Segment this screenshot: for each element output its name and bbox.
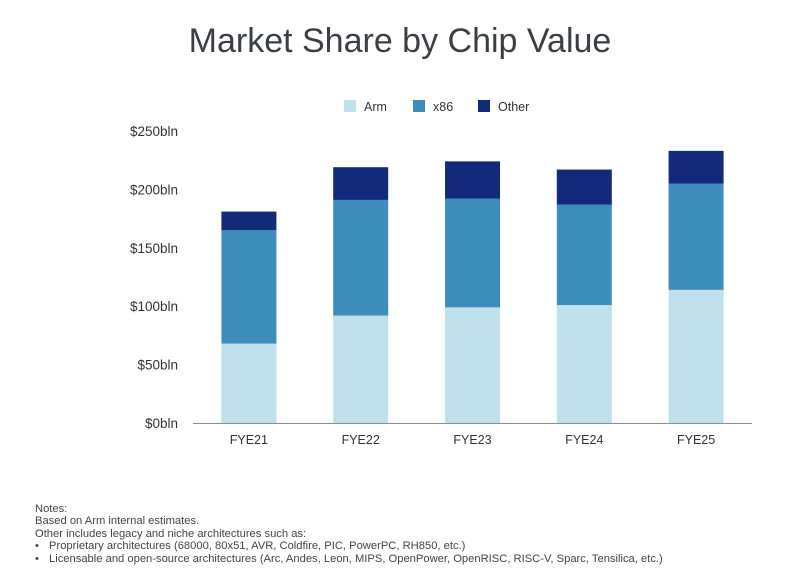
notes-heading: Notes: <box>35 503 68 515</box>
bar-arm-fye25 <box>668 289 724 423</box>
legend-swatch-other <box>478 100 490 112</box>
notes-section: Notes: Based on Arm internal estimates. … <box>35 503 663 565</box>
notes-bullet-text: Licensable and open-source architectures… <box>49 552 663 565</box>
y-tick-label: $200bln <box>130 182 178 197</box>
y-tick-label: $100bln <box>130 299 178 314</box>
legend-label-other: Other <box>498 100 529 114</box>
bar-x86-fye22 <box>333 199 389 316</box>
notes-line: Based on Arm internal estimates. <box>35 515 200 528</box>
chart-bars <box>221 150 724 423</box>
chart-title: Market Share by Chip Value <box>188 22 612 60</box>
y-tick-label: $150bln <box>130 241 178 256</box>
bar-arm-fye22 <box>333 315 389 423</box>
bar-arm-fye23 <box>445 307 500 423</box>
y-axis: $0bln $50bln $100bln $150bln $200bln $250bln <box>130 124 178 431</box>
legend-swatch-arm <box>344 100 356 112</box>
chart-legend: Arm x86 Other <box>344 100 529 114</box>
bar-x86-fye25 <box>668 183 724 290</box>
bullet-icon: • <box>35 552 39 565</box>
chart-plot: Arm x86 Other $0bln $50bln $100bln $150bln $20… <box>130 100 752 447</box>
x-tick-label: FYE25 <box>677 433 715 447</box>
notes-bullet-item: • Licensable and open-source architecture… <box>35 553 663 565</box>
bar-other-fye23 <box>445 161 500 199</box>
x-tick-label: FYE24 <box>565 433 603 447</box>
bar-other-fye24 <box>556 169 612 205</box>
y-tick-label: $250bln <box>130 124 178 139</box>
y-tick-label: $0bln <box>145 416 178 431</box>
x-axis: FYE21 FYE22 FYE23 FYE24 FYE25 <box>193 423 752 447</box>
bar-other-fye22 <box>333 167 389 200</box>
bar-x86-fye21 <box>221 230 277 344</box>
bar-x86-fye24 <box>556 204 612 306</box>
legend-swatch-x86 <box>413 100 425 112</box>
legend-label-arm: Arm <box>364 100 387 114</box>
legend-label-x86: x86 <box>433 100 453 114</box>
notes-bullet-item: • Proprietary architectures (68000, 80x51… <box>35 540 663 552</box>
y-tick-label: $50bln <box>137 358 178 373</box>
bar-x86-fye23 <box>445 198 500 308</box>
bar-arm-fye21 <box>221 343 277 423</box>
notes-bullet-text: Proprietary architectures (68000, 80x51,… <box>49 540 466 553</box>
x-tick-label: FYE23 <box>453 433 491 447</box>
bullet-icon: • <box>35 540 39 553</box>
bar-arm-fye24 <box>556 305 612 423</box>
x-tick-label: FYE21 <box>230 433 268 447</box>
notes-line: Other includes legacy and niche architec… <box>35 527 307 540</box>
bar-other-fye21 <box>221 211 277 231</box>
x-tick-label: FYE22 <box>342 433 380 447</box>
bar-other-fye25 <box>668 150 724 184</box>
